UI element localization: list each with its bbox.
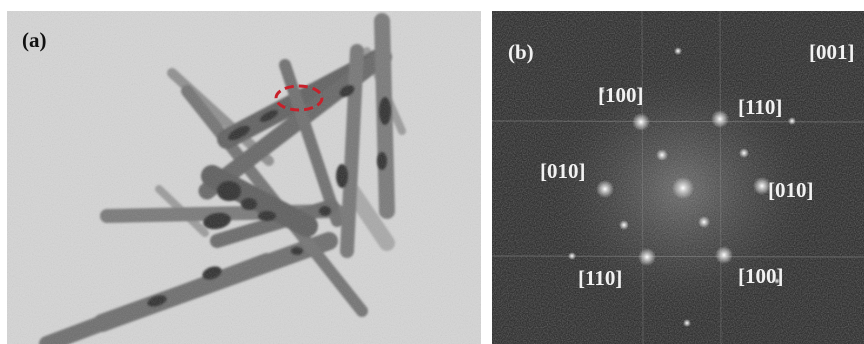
- zone-axis-label: [001]: [809, 40, 855, 64]
- tem-micrograph-image: [7, 11, 481, 344]
- panel-b-label: (b): [508, 40, 534, 64]
- spot-label: [010]: [540, 159, 586, 183]
- fft-pattern-panel: (b) [001] [100] [110] [010] [010] [110] …: [492, 11, 864, 344]
- spot-label: [010]: [768, 178, 814, 202]
- panel-a-label: (a): [22, 28, 47, 52]
- spot-label: [100]: [738, 264, 784, 288]
- spot-label: [100]: [598, 83, 644, 107]
- spot-label: [110]: [738, 95, 783, 119]
- fft-pattern-image: [492, 11, 864, 344]
- spot-label: [110]: [578, 266, 623, 290]
- tem-micrograph-panel: (a): [7, 11, 481, 344]
- annotation-ring: [274, 84, 324, 112]
- diffraction-spots: [568, 47, 796, 327]
